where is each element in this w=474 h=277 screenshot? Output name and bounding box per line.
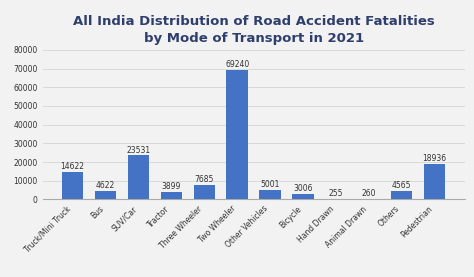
Text: 3006: 3006 [293, 184, 313, 193]
Bar [292, 194, 314, 199]
Text: 255: 255 [328, 189, 343, 198]
Text: 4622: 4622 [96, 181, 115, 190]
Text: 23531: 23531 [126, 146, 150, 155]
Bar [161, 192, 182, 199]
Bar [391, 191, 412, 199]
Text: 5001: 5001 [260, 180, 280, 189]
Bar [259, 190, 281, 199]
Text: 69240: 69240 [225, 60, 249, 69]
Bar [193, 185, 215, 199]
Title: All India Distribution of Road Accident Fatalities
by Mode of Transport in 2021: All India Distribution of Road Accident … [73, 14, 435, 45]
Bar [95, 191, 116, 199]
Text: 7685: 7685 [194, 175, 214, 184]
Text: 260: 260 [362, 189, 376, 198]
Text: 3899: 3899 [162, 182, 181, 191]
Bar [62, 172, 83, 199]
Text: 4565: 4565 [392, 181, 411, 190]
Bar [128, 155, 149, 199]
Bar [424, 164, 446, 199]
Text: 18936: 18936 [423, 154, 447, 163]
Text: 14622: 14622 [61, 162, 84, 171]
Bar [227, 70, 248, 199]
